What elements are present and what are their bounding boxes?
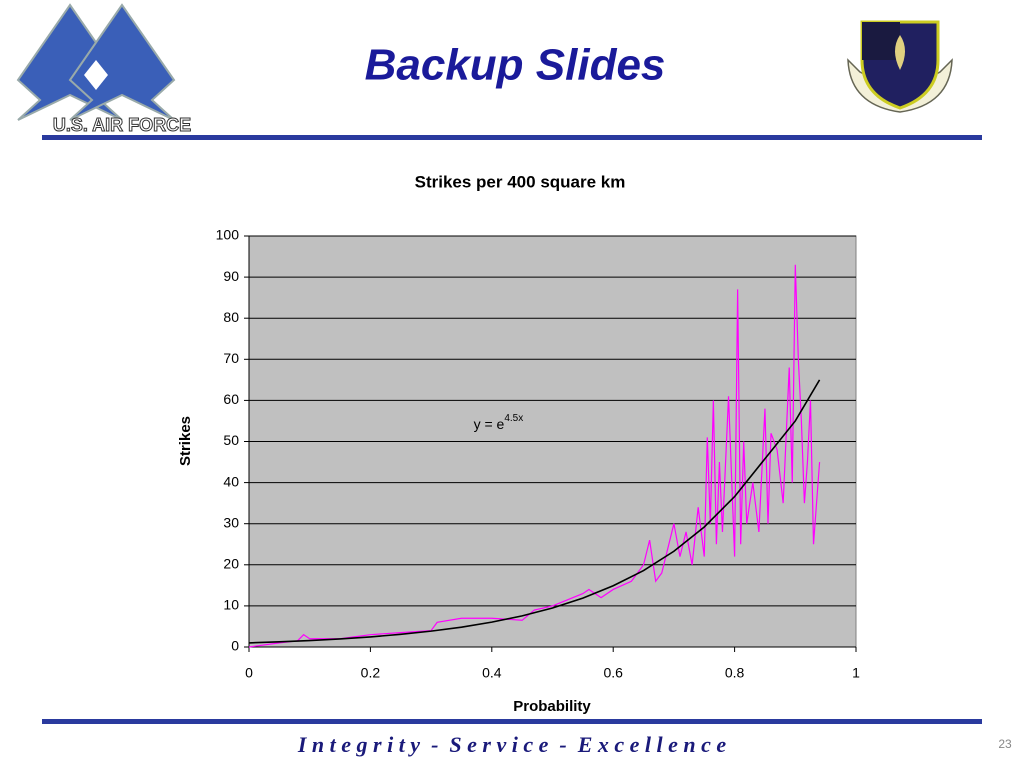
x-tick-label: 0.2 — [361, 665, 381, 681]
annotation: y = e4.5x — [474, 413, 524, 432]
slide-title: Backup Slides — [365, 41, 666, 90]
x-tick-label: 0.4 — [482, 665, 502, 681]
logo-text: U.S. AIR FORCE — [53, 115, 191, 135]
y-tick-label: 30 — [223, 514, 239, 530]
weather-agency-emblem — [847, 20, 953, 113]
air-force-logo — [16, 3, 176, 121]
divider — [42, 135, 982, 140]
footer-motto: I n t e g r i t y - S e r v i c e - E x … — [297, 732, 727, 757]
y-tick-label: 0 — [231, 638, 239, 654]
x-axis-label: Probability — [513, 698, 591, 715]
y-axis-label: Strikes — [177, 416, 194, 466]
y-tick-label: 80 — [223, 309, 239, 325]
x-tick-label: 0.8 — [725, 665, 745, 681]
y-tick-label: 50 — [223, 432, 239, 448]
y-tick-label: 20 — [223, 556, 239, 572]
y-tick-label: 70 — [223, 350, 239, 366]
page-number: 23 — [998, 737, 1012, 751]
data-line — [248, 379, 821, 644]
y-tick-label: 60 — [223, 391, 239, 407]
y-tick-label: 40 — [223, 473, 239, 489]
chart-title: Strikes per 400 square km — [415, 172, 626, 191]
data-line — [248, 264, 821, 648]
y-tick-label: 90 — [223, 268, 239, 284]
y-tick-label: 100 — [216, 227, 240, 243]
x-tick-label: 0.6 — [603, 665, 623, 681]
x-tick-label: 1 — [852, 665, 860, 681]
annotation-text: y = e — [474, 416, 505, 432]
annotation-superscript: 4.5x — [504, 413, 523, 424]
x-tick-label: 0 — [245, 665, 253, 681]
y-tick-label: 10 — [223, 597, 239, 613]
divider — [42, 719, 982, 724]
